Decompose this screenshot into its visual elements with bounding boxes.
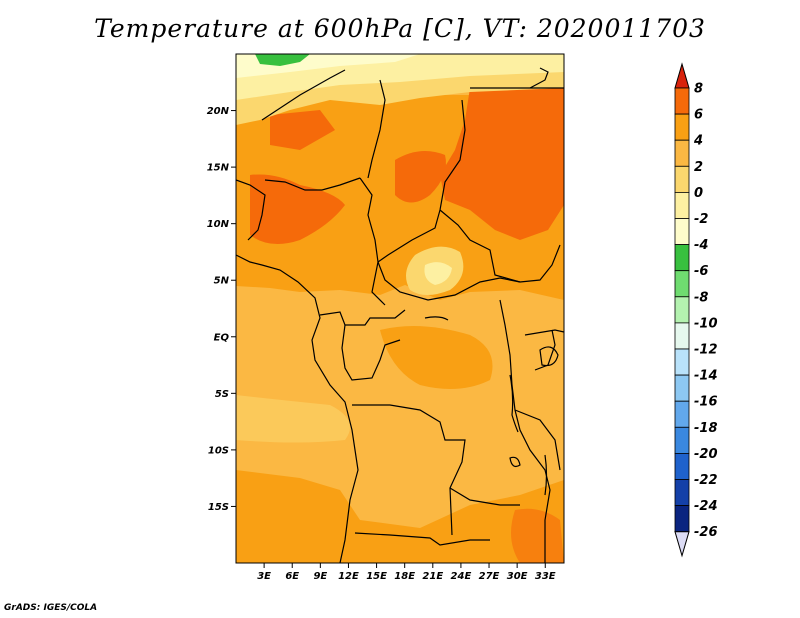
lon-tick-label: 21E bbox=[422, 571, 443, 582]
colorbar-segment bbox=[674, 218, 690, 246]
colorbar-segment bbox=[674, 426, 690, 454]
colorbar-segment bbox=[674, 322, 690, 350]
colorbar-segment bbox=[674, 374, 690, 402]
field-6-to-8-north-streak bbox=[270, 110, 335, 150]
colorbar-segment bbox=[674, 165, 690, 193]
lat-tick-label: 10S bbox=[208, 445, 229, 456]
colorbar-segment bbox=[674, 479, 690, 507]
colorbar-segment bbox=[674, 400, 690, 428]
colorbar-label: -8 bbox=[694, 290, 708, 305]
border-congo-gabon bbox=[341, 324, 401, 381]
border-angola-drc bbox=[352, 404, 466, 536]
colorbar-segment bbox=[674, 270, 690, 298]
colorbar-label: -10 bbox=[694, 316, 718, 331]
lat-tick-label: 15S bbox=[208, 502, 229, 513]
lake-victoria bbox=[539, 346, 559, 367]
border-gabon-cameroon bbox=[319, 309, 406, 326]
border-tanzania bbox=[514, 409, 561, 471]
border-niger-nigeria bbox=[264, 177, 361, 191]
lat-tick-label: 15N bbox=[207, 163, 230, 174]
colorbar-label: -24 bbox=[694, 499, 718, 514]
colorbar-segment bbox=[674, 191, 690, 219]
border-uganda-kenya bbox=[524, 329, 564, 336]
lon-tick-label: 33E bbox=[535, 571, 556, 582]
lat-tick-label: 20N bbox=[207, 106, 230, 117]
colorbar-label: 8 bbox=[694, 82, 703, 97]
colorbar-segment bbox=[674, 139, 690, 167]
colorbar-label: 0 bbox=[694, 186, 703, 201]
colorbar-top-arrow bbox=[674, 62, 690, 89]
coastline-west bbox=[236, 254, 359, 563]
longitude-axis: 3E 6E 9E 12E 15E 18E 21E 24E 27E 30E 33E bbox=[257, 563, 556, 582]
colorbar-segment bbox=[674, 452, 690, 480]
lake-malawi bbox=[544, 454, 548, 496]
field-6-to-8-sudan bbox=[440, 82, 564, 240]
lat-tick-label: 10N bbox=[207, 219, 230, 230]
chart-title: Temperature at 600hPa [C], VT: 202001170… bbox=[94, 14, 706, 43]
border-angola-namibia bbox=[354, 532, 490, 546]
lat-tick-label: 5N bbox=[214, 276, 230, 287]
colorbar-segment bbox=[674, 87, 690, 115]
colorbar-segment bbox=[674, 113, 690, 141]
coast-red-sea bbox=[529, 67, 549, 89]
field-4-to-6-congo bbox=[380, 326, 493, 389]
lat-tick-label: EQ bbox=[214, 332, 230, 343]
lake-victoria-west bbox=[534, 329, 556, 371]
colorbar-label: -26 bbox=[694, 525, 718, 540]
border-niger-chad bbox=[367, 79, 386, 179]
colorbar-segment bbox=[674, 505, 690, 533]
colorbar-label: -22 bbox=[694, 473, 718, 488]
colorbar-segment bbox=[674, 348, 690, 376]
border-car-drc bbox=[377, 261, 521, 301]
lon-tick-label: 9E bbox=[313, 571, 327, 582]
grads-credit: GrADS: IGES/COLA bbox=[4, 603, 98, 613]
colorbar-label: 6 bbox=[694, 108, 703, 123]
country-borders bbox=[236, 67, 564, 563]
border-west-africa bbox=[236, 179, 266, 241]
map-frame bbox=[235, 53, 565, 564]
lon-tick-label: 6E bbox=[285, 571, 299, 582]
latitude-axis: 20N 15N 10N 5N EQ 5S 10S 15S bbox=[207, 106, 236, 513]
field-6-to-8-chad bbox=[395, 151, 446, 203]
colorbar-label: -2 bbox=[694, 212, 708, 227]
lon-tick-label: 3E bbox=[257, 571, 271, 582]
colorbar-label: -12 bbox=[694, 343, 718, 358]
border-cameroon-chad bbox=[359, 177, 386, 306]
border-drc-east bbox=[499, 299, 551, 563]
colorbar-label: -14 bbox=[694, 369, 718, 384]
colorbar-segment bbox=[674, 244, 690, 272]
field-m4-to-m2-car bbox=[424, 262, 452, 285]
colorbar-label: -18 bbox=[694, 421, 718, 436]
lat-tick-label: 5S bbox=[215, 389, 229, 400]
colorbar: 8 6 4 2 0 -2 -4 -6 -8 -10 -12 -14 -16 -18 -20 -22 -24 -26 bbox=[674, 62, 718, 558]
lon-tick-label: 18E bbox=[394, 571, 415, 582]
lon-tick-label: 27E bbox=[479, 571, 500, 582]
colorbar-segment bbox=[674, 296, 690, 324]
lon-tick-label: 15E bbox=[366, 571, 387, 582]
lon-tick-label: 12E bbox=[338, 571, 359, 582]
lon-tick-label: 24E bbox=[451, 571, 472, 582]
colorbar-label: -20 bbox=[694, 447, 718, 462]
temperature-field bbox=[236, 54, 564, 563]
field-m6-to-m4-north bbox=[255, 54, 310, 66]
lake-mweru bbox=[509, 456, 521, 468]
colorbar-label: -4 bbox=[694, 238, 708, 253]
colorbar-label: 2 bbox=[694, 160, 703, 175]
colorbar-label: -16 bbox=[694, 395, 718, 410]
river-congo-segment bbox=[424, 316, 449, 321]
border-car-sudan bbox=[439, 209, 561, 283]
field-6-to-8-southeast bbox=[511, 508, 564, 563]
colorbar-label: -6 bbox=[694, 264, 708, 279]
border-mali-algeria bbox=[261, 69, 346, 121]
colorbar-bottom-arrow bbox=[674, 531, 690, 558]
lake-tanganyika bbox=[509, 374, 519, 433]
colorbar-label: 4 bbox=[693, 134, 703, 149]
field-0-to-2-southwest bbox=[236, 395, 350, 443]
lon-tick-label: 30E bbox=[507, 571, 528, 582]
field-6-to-8-nigeria bbox=[250, 174, 345, 244]
border-zambia bbox=[449, 487, 520, 506]
